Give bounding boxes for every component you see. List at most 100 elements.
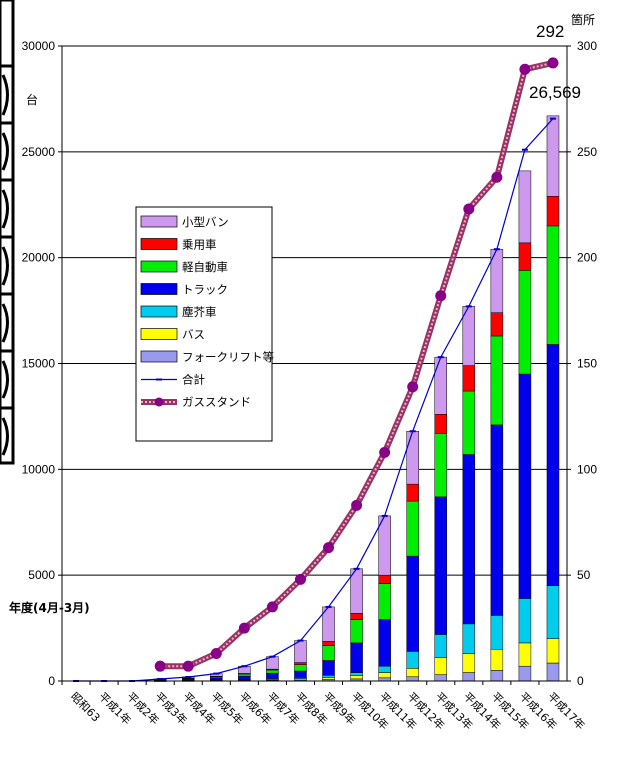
legend-swatch: [140, 328, 178, 340]
total-point: [157, 677, 164, 680]
bar-segment: [518, 270, 532, 375]
total-point: [325, 605, 332, 608]
legend-marker-total: [156, 378, 162, 381]
total-point: [213, 672, 220, 675]
stacked-bars: [153, 115, 560, 682]
bar-segment: [406, 500, 419, 557]
legend-label: フォークリフト等: [182, 350, 274, 364]
bar-segment: [546, 585, 560, 639]
bar-segment: [266, 672, 279, 679]
bar-segment: [518, 598, 532, 644]
y-axis-left-ticks: 0 5000 10000 15000 20000 25000 30000: [22, 39, 62, 688]
total-point: [241, 665, 248, 668]
y-tick-label-left: 0: [48, 674, 55, 688]
total-point: [521, 148, 528, 151]
gas-point: [435, 290, 447, 302]
bar-segment: [294, 664, 307, 672]
total-point: [437, 356, 444, 359]
bar-segment: [406, 651, 419, 669]
bar-segment: [350, 672, 363, 676]
bar-segment: [490, 312, 504, 337]
y-tick-label-left: 5000: [28, 568, 55, 582]
legend-label: トラック: [182, 283, 228, 297]
gas-point: [323, 542, 335, 554]
bar-segment: [434, 356, 447, 415]
left-border-table: [0, 0, 15, 465]
legend-label: ガススタンド: [182, 395, 251, 409]
y-axis-left-label: 台: [26, 92, 38, 107]
gas-point: [238, 622, 250, 634]
total-point: [353, 567, 360, 570]
bar-segment: [462, 306, 476, 366]
bar-segment: [434, 414, 447, 434]
bar-segment: [546, 225, 560, 345]
bar-segment: [378, 672, 391, 679]
gas-point: [182, 660, 194, 672]
bar-segment: [546, 638, 560, 664]
y-tick-label-right: 0: [577, 674, 584, 688]
bar-segment: [490, 649, 504, 671]
gas-point: [407, 381, 419, 393]
bar-segment: [518, 642, 532, 667]
bar-segment: [350, 613, 363, 620]
legend-swatch: [140, 238, 178, 250]
total-point: [381, 514, 388, 517]
x-axis-label: 年度(4月-3月): [9, 600, 90, 615]
total-point: [269, 655, 276, 658]
bar-segment: [434, 657, 447, 675]
bar-segment: [322, 645, 335, 661]
bar-segment: [518, 373, 532, 599]
gas-point: [266, 601, 278, 613]
bar-segment: [406, 430, 419, 485]
y-tick-label-left: 15000: [22, 357, 56, 371]
gas-point: [519, 63, 531, 75]
y-tick-label-right: 100: [577, 462, 597, 476]
y-tick-label-right: 50: [577, 568, 591, 582]
gas-point: [210, 647, 222, 659]
legend-swatch: [140, 215, 178, 228]
total-point: [493, 248, 500, 251]
bar-segment: [350, 675, 363, 680]
annotation-gas-last: 292: [536, 22, 564, 41]
bar-segment: [434, 433, 447, 498]
bar-segment: [406, 555, 419, 652]
bar-segment: [210, 677, 223, 681]
bar-segment: [462, 390, 476, 455]
y-tick-label-right: 300: [577, 39, 597, 53]
y-axis-right-label: 箇所: [571, 13, 595, 27]
total-point: [297, 639, 304, 642]
bar-segment: [546, 196, 560, 227]
legend-label: 小型バン: [182, 215, 229, 229]
y-tick-label-left: 20000: [22, 251, 56, 265]
legend-label: 塵芥車: [182, 305, 217, 319]
gas-point: [491, 171, 503, 183]
bar-segment: [238, 675, 251, 680]
gas-point: [379, 446, 391, 458]
bar-segment: [462, 454, 476, 625]
bar-segment: [350, 642, 363, 673]
bar-segment: [434, 634, 447, 658]
gas-point: [154, 660, 166, 672]
bar-segment: [518, 242, 532, 271]
bar-segment: [406, 668, 419, 678]
bar-segment: [294, 640, 307, 663]
legend-label: 合計: [182, 373, 205, 387]
gas-point: [547, 57, 559, 69]
legend-swatch: [140, 305, 178, 318]
legend-label: 乗用車: [182, 238, 217, 252]
bar-segment: [322, 660, 335, 676]
bar-segment: [434, 674, 447, 682]
y-tick-label-right: 150: [577, 357, 597, 371]
bar-segment: [490, 615, 504, 650]
bar-segment: [406, 676, 419, 682]
bar-segment: [462, 623, 476, 654]
gas-point: [351, 499, 363, 511]
bar-segment: [518, 665, 532, 682]
bar-segment: [518, 170, 532, 244]
legend-swatch: [140, 350, 178, 363]
gas-point: [294, 573, 306, 585]
y-tick-label-right: 200: [577, 251, 597, 265]
bar-segment: [490, 424, 504, 616]
